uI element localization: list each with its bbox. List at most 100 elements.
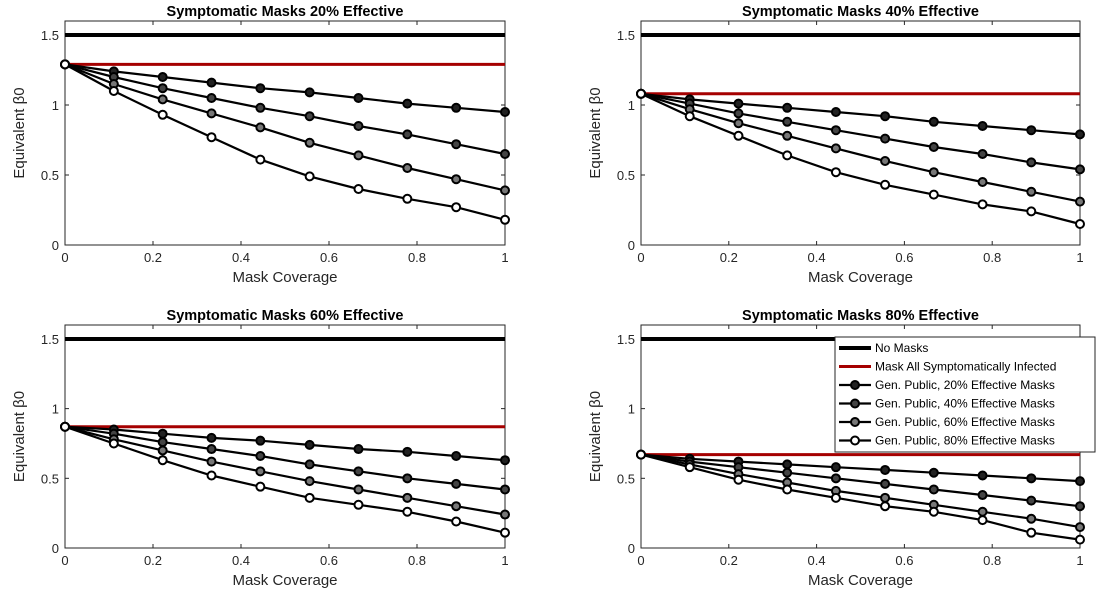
y-tick-label: 0.5 (41, 471, 59, 486)
data-point (880, 478, 891, 489)
y-tick-label: 0 (52, 541, 59, 556)
y-tick-label: 0 (628, 238, 635, 253)
data-point (977, 149, 988, 159)
series-line-2 (64, 425, 506, 491)
data-point (255, 466, 266, 477)
data-point (684, 111, 695, 122)
data-point (353, 466, 364, 477)
data-point (1026, 157, 1037, 168)
legend-label: Gen. Public, 80% Effective Masks (875, 434, 1055, 448)
data-point (500, 214, 510, 225)
data-point (255, 154, 266, 165)
y-tick-label: 1.5 (617, 28, 635, 43)
series-line-1 (640, 453, 1081, 483)
data-point (880, 179, 891, 190)
legend-label: Mask All Symptomatically Infected (875, 360, 1056, 374)
data-point (157, 83, 168, 94)
data-point (880, 501, 891, 512)
data-point (108, 438, 119, 449)
data-point (782, 116, 793, 127)
data-point (206, 456, 217, 467)
data-point (304, 439, 315, 450)
data-point (206, 108, 217, 119)
y-tick-label: 0.5 (617, 471, 635, 486)
y-tick-label: 1 (628, 402, 635, 417)
series-line-4 (640, 92, 1081, 226)
data-point (500, 484, 510, 495)
data-point (733, 118, 744, 129)
y-axis-label: Equivalent β0 (11, 391, 28, 482)
data-point (977, 199, 988, 210)
chart-title: Symptomatic Masks 20% Effective (167, 4, 404, 20)
data-point (977, 506, 988, 517)
data-point (157, 445, 168, 456)
legend-entry-1: No Masks (839, 341, 928, 355)
x-tick-label: 1 (501, 553, 508, 568)
legend-label: Gen. Public, 60% Effective Masks (875, 415, 1055, 429)
data-point (928, 167, 939, 178)
data-point (500, 509, 510, 520)
x-tick-label: 0 (61, 553, 68, 568)
data-point (830, 473, 841, 484)
data-point (1075, 129, 1085, 140)
data-point (684, 462, 695, 473)
data-point (636, 449, 646, 460)
data-point (880, 464, 891, 475)
data-point (304, 87, 315, 98)
data-point (157, 94, 168, 105)
data-point (830, 125, 841, 136)
data-point (353, 121, 364, 131)
y-axis-label: Equivalent β0 (11, 87, 28, 178)
data-point (353, 499, 364, 510)
data-point (157, 437, 168, 448)
data-point (1075, 476, 1085, 487)
legend-marker (850, 380, 860, 390)
data-point (304, 111, 315, 122)
data-point (1026, 473, 1037, 484)
y-tick-label: 0.5 (41, 168, 59, 183)
data-point (157, 72, 168, 82)
x-axis-label: Mask Coverage (808, 572, 913, 589)
legend-label: Gen. Public, 40% Effective Masks (875, 397, 1055, 411)
plot-area (64, 324, 506, 549)
series-line-4 (64, 63, 506, 221)
series-line-3 (640, 92, 1081, 203)
legend: No Masks Mask All Symptomatically Infecte… (834, 336, 1096, 453)
data-point (1075, 196, 1085, 207)
data-point (353, 184, 364, 194)
data-point (880, 156, 891, 166)
y-tick-label: 1 (628, 98, 635, 113)
data-point (733, 130, 744, 141)
data-point (1026, 125, 1037, 136)
data-point (830, 492, 841, 503)
x-tick-label: 0.8 (983, 553, 1001, 568)
data-point (60, 421, 70, 432)
data-point (880, 133, 891, 144)
series-line-1 (640, 92, 1081, 136)
data-point (402, 473, 413, 484)
data-point (928, 142, 939, 152)
data-point (206, 132, 217, 143)
data-point (353, 150, 364, 161)
series-line-4 (64, 425, 506, 534)
series-line-3 (640, 453, 1081, 529)
legend-marker (850, 435, 860, 446)
x-tick-label: 0.4 (232, 250, 250, 265)
data-point (500, 107, 510, 117)
x-tick-label: 0.2 (144, 553, 162, 568)
data-point (928, 506, 939, 517)
legend-entry-2: Mask All Symptomatically Infected (839, 360, 1056, 374)
x-tick-label: 0.4 (808, 250, 826, 265)
x-tick-label: 0 (61, 250, 68, 265)
x-axis-label: Mask Coverage (232, 269, 337, 286)
data-point (402, 506, 413, 517)
data-point (402, 446, 413, 457)
data-point (1026, 206, 1037, 217)
x-tick-label: 0.4 (232, 553, 250, 568)
data-point (353, 444, 364, 455)
data-point (1026, 186, 1037, 197)
data-point (928, 484, 939, 495)
x-tick-label: 1 (1076, 553, 1083, 568)
data-point (206, 470, 217, 481)
data-point (928, 116, 939, 127)
